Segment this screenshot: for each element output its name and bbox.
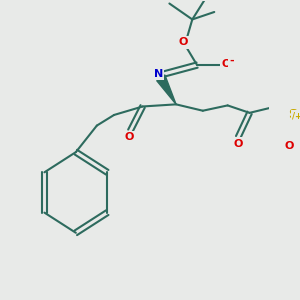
Polygon shape — [157, 75, 176, 104]
Text: S: S — [288, 108, 297, 121]
Text: -: - — [229, 56, 234, 66]
Text: /+: /+ — [292, 111, 300, 120]
Text: O: O — [124, 132, 134, 142]
Text: O: O — [221, 59, 231, 69]
Text: O: O — [179, 38, 188, 47]
Text: O: O — [285, 141, 294, 151]
Text: O: O — [233, 139, 243, 149]
Text: N: N — [154, 69, 163, 79]
